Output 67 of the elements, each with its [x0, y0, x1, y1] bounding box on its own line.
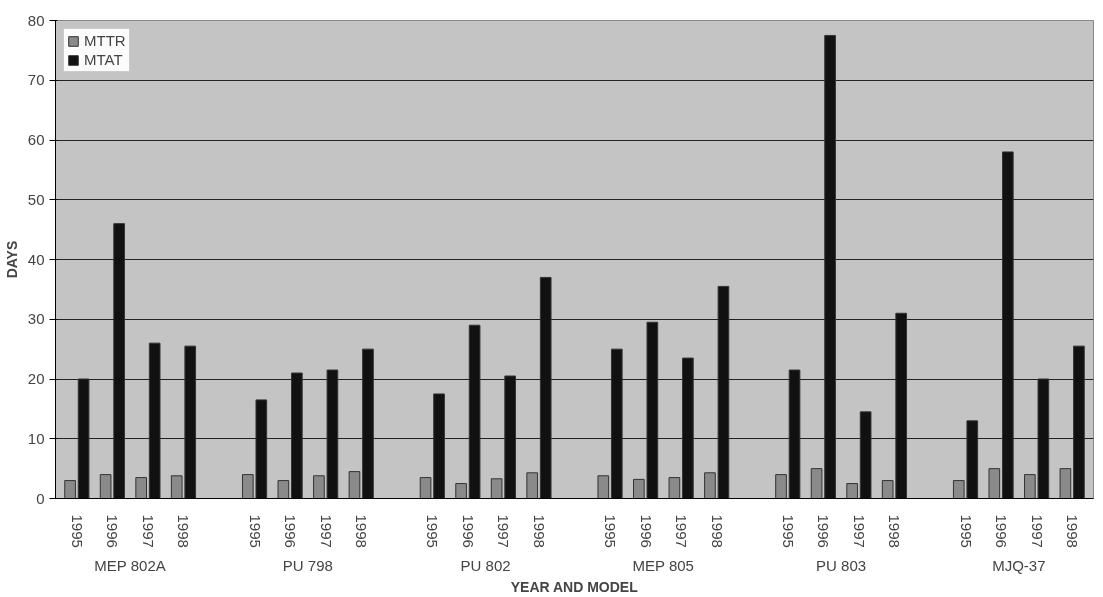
x-tick-label: 1996 — [104, 514, 122, 548]
bar — [1059, 468, 1072, 499]
bar — [291, 372, 303, 499]
bar — [610, 348, 623, 499]
x-tick-label: 1996 — [282, 514, 300, 548]
bar — [859, 411, 872, 499]
bar — [539, 276, 552, 499]
bar — [846, 483, 858, 499]
x-tick-label: 1998 — [530, 514, 548, 548]
bar — [455, 483, 467, 499]
bar — [668, 477, 681, 499]
bar — [135, 477, 147, 499]
bar — [277, 480, 290, 499]
x-tick-label: 1997 — [1028, 514, 1046, 548]
bar — [1073, 345, 1085, 499]
bar — [988, 468, 1001, 499]
x-tick-label: 1995 — [424, 514, 442, 548]
x-tick-label: 1996 — [993, 514, 1011, 548]
x-tick-label: 1998 — [886, 514, 904, 548]
x-tick-label: 1996 — [637, 514, 655, 548]
bar — [788, 369, 801, 499]
text: MEP 805 — [632, 556, 694, 574]
bar — [597, 475, 610, 499]
x-tick-label: 1997 — [673, 514, 691, 548]
bar — [775, 474, 787, 499]
bar — [148, 342, 161, 499]
y-tick-label: 50 — [27, 190, 45, 208]
x-axis-title: YEAR AND MODEL — [510, 578, 639, 595]
x-tick-label: 1997 — [139, 514, 157, 548]
legend-label: MTAT — [84, 51, 123, 68]
x-tick-label: 1998 — [175, 514, 193, 548]
bar — [348, 471, 361, 499]
x-tick-label: 1997 — [317, 514, 335, 548]
bar — [1002, 151, 1014, 499]
x-tick-label: 1995 — [779, 514, 797, 548]
text: MEP 802A — [94, 556, 166, 574]
bar — [682, 357, 694, 499]
bar — [526, 472, 539, 499]
x-tick-label: 1996 — [815, 514, 833, 548]
bar — [64, 480, 76, 499]
bar — [362, 348, 374, 499]
x-tick-label: 1995 — [68, 514, 86, 548]
x-tick-label: 1998 — [1064, 514, 1082, 548]
text: PU 803 — [816, 556, 867, 574]
y-tick-label: 30 — [27, 310, 45, 328]
text: MJQ-37 — [992, 556, 1046, 574]
y-tick-label: 40 — [27, 250, 45, 268]
x-tick-label: 1995 — [957, 514, 975, 548]
x-tick-label: 1996 — [459, 514, 477, 548]
y-axis-title: DAYS — [3, 240, 20, 279]
x-tick-label: 1997 — [850, 514, 868, 548]
x-tick-label: 1998 — [708, 514, 726, 548]
y-tick-label: 20 — [27, 370, 45, 387]
y-tick-label: 0 — [36, 489, 45, 507]
x-tick-label: 1997 — [495, 514, 513, 548]
y-tick-label: 10 — [27, 429, 45, 447]
x-tick-label: 1998 — [353, 514, 371, 548]
text: PU 798 — [282, 556, 333, 574]
legend-label: MTTR — [84, 32, 126, 49]
bar — [468, 324, 481, 499]
text: PU 802 — [460, 556, 511, 574]
y-tick-label: 70 — [27, 71, 45, 89]
x-tick-label: 1995 — [246, 514, 264, 548]
y-tick-label: 60 — [27, 131, 45, 148]
y-tick-label: 80 — [27, 11, 45, 29]
x-tick-label: 1995 — [602, 514, 620, 548]
bar — [77, 378, 90, 499]
